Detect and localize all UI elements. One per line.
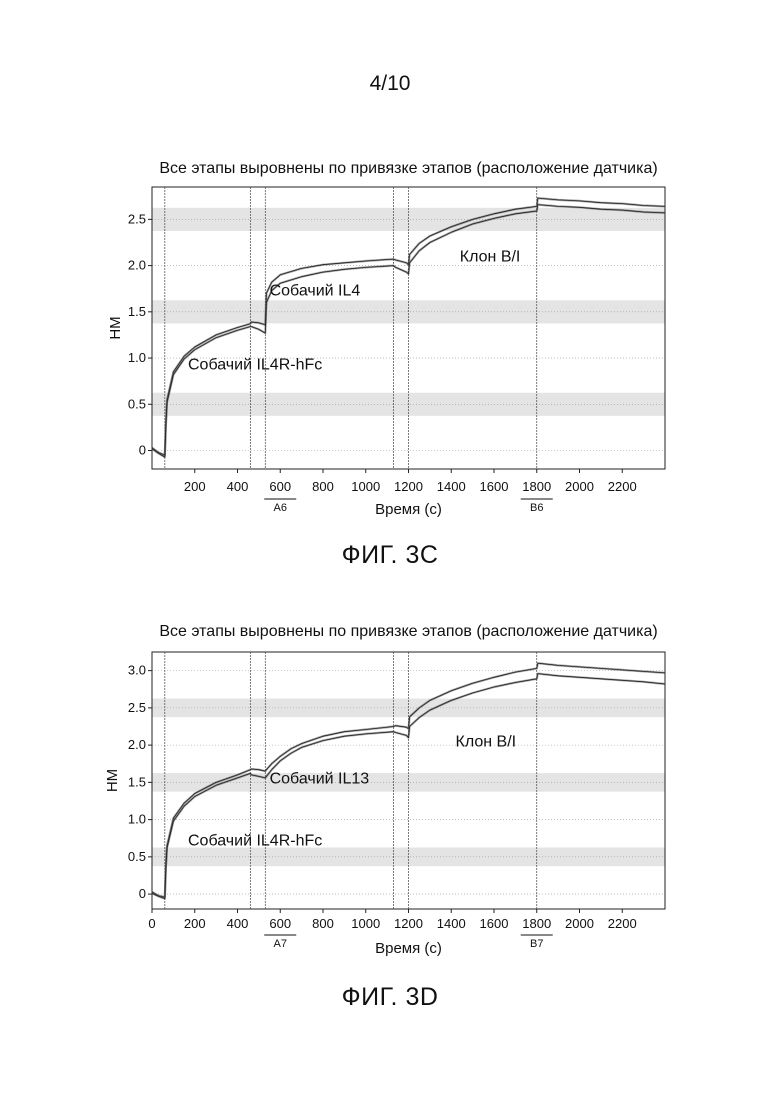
- sensorgram-chart-3d: Все этапы выровнены по привязке этапов (…: [0, 612, 780, 962]
- x-tick-label: 1000: [351, 479, 380, 494]
- x-axis-label: Время (с): [375, 501, 442, 518]
- y-tick-label: 0: [139, 886, 146, 901]
- x-tick-label: 800: [312, 916, 334, 931]
- x-axis-label: Время (с): [375, 940, 442, 957]
- figure-caption-3c: ФИГ. 3С: [0, 541, 780, 570]
- y-tick-label: 2.5: [128, 700, 146, 715]
- x-tick-label: 200: [184, 479, 206, 494]
- annotation-label: Собачий IL4R-hFc: [188, 832, 322, 849]
- x-tick-label: 1200: [394, 479, 423, 494]
- y-tick-label: 2.0: [128, 258, 146, 273]
- annotation-label: Собачий IL4R-hFc: [188, 357, 322, 374]
- x-tick-label: 1800: [522, 479, 551, 494]
- x-tick-label: 600: [269, 479, 291, 494]
- step-marker-label: A6: [274, 502, 287, 514]
- y-tick-label: 0: [139, 443, 146, 458]
- x-tick-label: 600: [269, 916, 291, 931]
- annotation-label: Собачий IL13: [270, 771, 370, 788]
- annotation-label: Клон B/I: [460, 248, 521, 265]
- x-tick-label: 2000: [565, 479, 594, 494]
- step-marker-label: B6: [530, 502, 543, 514]
- x-tick-label: 800: [312, 479, 334, 494]
- x-tick-label: 1000: [351, 916, 380, 931]
- y-tick-label: 1.0: [128, 812, 146, 827]
- x-tick-label: 2200: [608, 479, 637, 494]
- x-tick-label: 1800: [522, 916, 551, 931]
- x-tick-label: 2000: [565, 916, 594, 931]
- y-tick-label: 1.0: [128, 350, 146, 365]
- x-tick-label: 400: [227, 916, 249, 931]
- figure-caption-3d: ФИГ. 3D: [0, 983, 780, 1012]
- x-tick-label: 1600: [480, 916, 509, 931]
- y-axis-label: НМ: [104, 769, 121, 792]
- chart-title: Все этапы выровнены по привязке этапов (…: [159, 160, 657, 177]
- sensorgram-chart-3c: Все этапы выровнены по привязке этапов (…: [0, 150, 780, 530]
- x-tick-label: 1200: [394, 916, 423, 931]
- y-tick-label: 0.5: [128, 396, 146, 411]
- step-marker-label: B7: [530, 938, 543, 950]
- y-tick-label: 3.0: [128, 663, 146, 678]
- annotation-label: Клон B/I: [456, 733, 517, 750]
- x-tick-label: 1600: [480, 479, 509, 494]
- x-tick-label: 1400: [437, 916, 466, 931]
- y-tick-label: 2.0: [128, 737, 146, 752]
- x-tick-label: 2200: [608, 916, 637, 931]
- x-tick-label: 1400: [437, 479, 466, 494]
- x-tick-label: 400: [227, 479, 249, 494]
- x-tick-label: 200: [184, 916, 206, 931]
- annotation-label: Собачий IL4: [270, 283, 361, 300]
- y-axis-label: НМ: [107, 316, 124, 339]
- y-tick-label: 1.5: [128, 774, 146, 789]
- y-tick-label: 2.5: [128, 211, 146, 226]
- chart-title: Все этапы выровнены по привязке этапов (…: [159, 623, 657, 640]
- step-marker-label: A7: [274, 938, 287, 950]
- y-tick-label: 0.5: [128, 849, 146, 864]
- x-tick-label: 0: [148, 916, 155, 931]
- y-tick-label: 1.5: [128, 304, 146, 319]
- page-number: 4/10: [0, 72, 780, 96]
